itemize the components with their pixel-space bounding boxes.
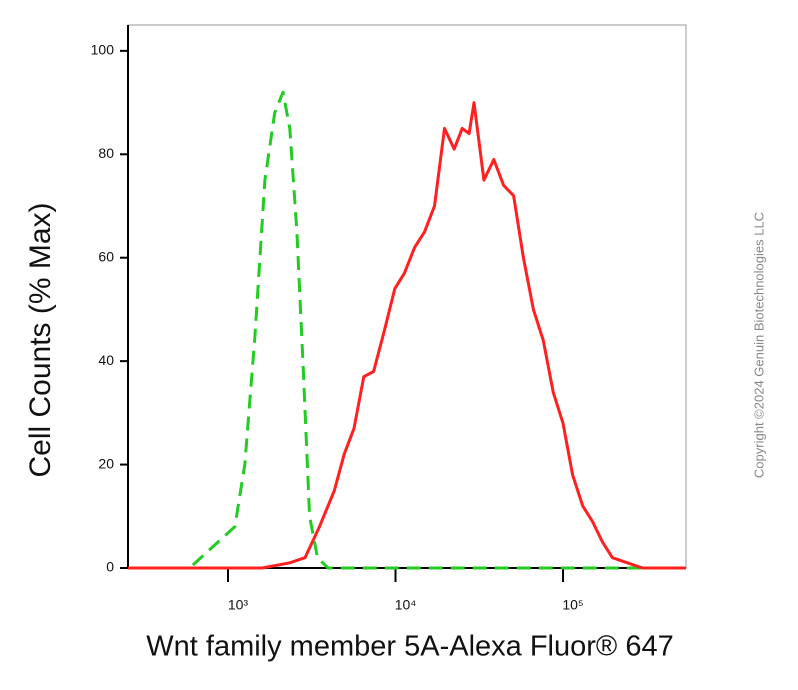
y-tick-label: 20 (98, 455, 114, 471)
y-tick-label: 0 (106, 559, 114, 575)
histogram-line (128, 90, 686, 570)
y-tick-label: 80 (98, 145, 114, 161)
y-tick-label: 60 (98, 248, 114, 264)
x-tick-label: 10⁵ (562, 597, 583, 613)
y-tick-label: 100 (91, 42, 115, 58)
plot-frame (127, 24, 687, 569)
y-tick-label: 40 (98, 352, 114, 368)
x-tick-label: 10⁴ (395, 597, 417, 613)
x-tick-label: 10³ (228, 597, 249, 613)
watermark: Copyright ©2024 Genuin Biotechnologies L… (751, 212, 766, 478)
y-axis-label: Cell Counts (% Max) (24, 202, 57, 477)
x-axis-label: Wnt family member 5A-Alexa Fluor® 647 (146, 631, 673, 663)
histogram-line (128, 101, 686, 570)
